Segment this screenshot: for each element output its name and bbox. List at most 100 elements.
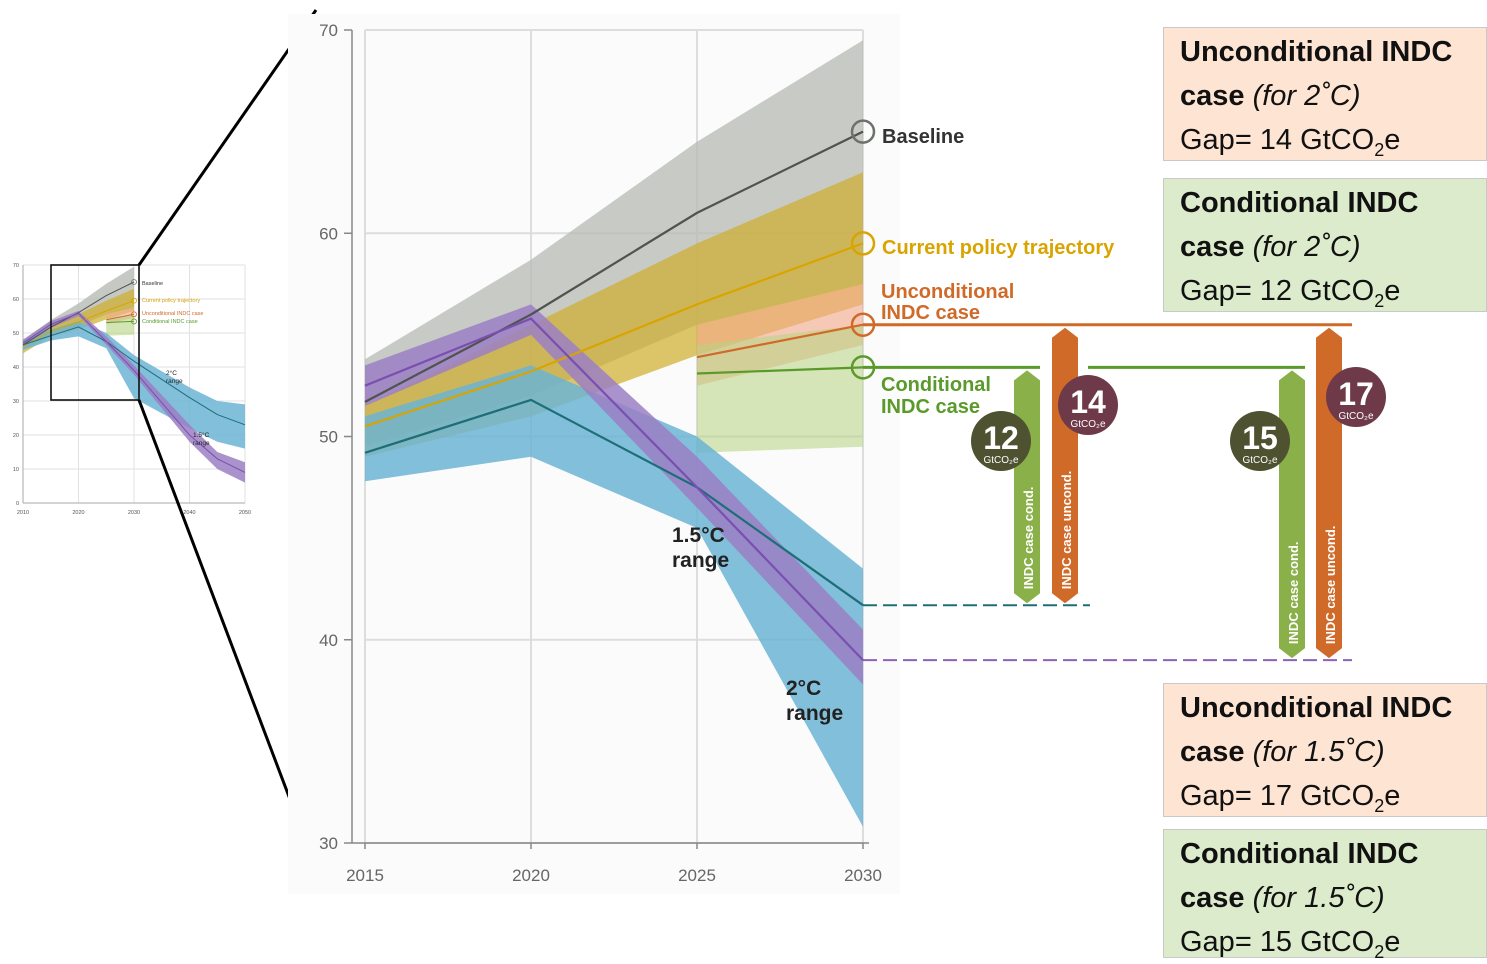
gap-reference-lines: [863, 323, 1352, 662]
gap-box-conditional-2c: Conditional INDC case (for 2˚C) Gap= 12 …: [1163, 178, 1487, 312]
gap-box-target: (for 2˚C): [1252, 80, 1361, 112]
x-tick-label-2015: 2015: [346, 866, 384, 885]
inset-line-unconditional: [106, 313, 135, 321]
gap-box-gap: Gap= 12 GtCO: [1180, 275, 1375, 307]
gap-box-title: Unconditional INDC: [1180, 36, 1453, 68]
gap-badge-15: [1230, 411, 1290, 471]
label-current-policy: Current policy trajectory: [882, 237, 1115, 259]
label-unconditional-line2: INDC case: [881, 302, 980, 324]
inset-y-label-0: 0: [16, 501, 19, 507]
gap-box-case: case: [1180, 80, 1245, 112]
label-conditional-line2: INDC case: [881, 396, 980, 418]
gap-box-target: (for 2˚C): [1252, 231, 1361, 263]
inset-line-current-policy: [22, 300, 135, 348]
inset-x-label-2020: 2020: [72, 510, 84, 516]
marker-unconditional-indc-case: [850, 312, 876, 337]
inset-y-label-10: 10: [13, 467, 19, 473]
inset-x-label-2030: 2030: [128, 510, 140, 516]
inset-x-label-2040: 2040: [183, 510, 195, 516]
gap-box-title: Conditional INDC: [1180, 187, 1419, 219]
gap-box-unconditional-15c: Unconditional INDC case (for 1.5˚C) Gap=…: [1163, 683, 1487, 817]
line-unconditional-indc-case: [696, 323, 864, 359]
gap-box-target: (for 1.5˚C): [1252, 736, 1385, 768]
zoom-connector-lines: [137, 9, 318, 869]
gap-box-gap: Gap= 17 GtCO: [1180, 780, 1375, 812]
inset-label-baseline: Baseline: [142, 281, 163, 287]
label-15c-range-line2: range: [672, 549, 729, 572]
line-1-5-c-range: [364, 317, 864, 661]
gap-box-sub: 2: [1374, 941, 1385, 962]
gap-bar-label-12: INDC case cond.: [1021, 487, 1036, 590]
inset-band-15c: [23, 310, 245, 483]
gap-bar-label-14: INDC case uncond.: [1059, 471, 1074, 589]
inset-label-2c-range-line1: 2°C: [166, 369, 177, 377]
inset-label-conditional: Conditional INDC case: [142, 319, 198, 325]
inset-y-label-50: 50: [13, 331, 19, 337]
x-tick-label-2025: 2025: [678, 866, 716, 885]
inset-label-unconditional: Unconditional INDC case: [142, 311, 203, 317]
inset-label-2c-range-line2: range: [166, 378, 183, 385]
inset-line-conditional: [106, 320, 135, 323]
line-2-c-range: [364, 398, 864, 607]
y-tick-label-60: 60: [319, 224, 338, 243]
gap-badge-14: [1058, 375, 1118, 435]
gap-badge-value-12: 12: [983, 420, 1019, 456]
label-2c-range-line1: 2°C: [786, 677, 821, 700]
inset-label-current-policy: Current policy trajectory: [142, 298, 200, 304]
gap-box-unconditional-2c: Unconditional INDC case (for 2˚C) Gap= 1…: [1163, 27, 1487, 161]
gap-box-case: case: [1180, 882, 1245, 914]
gap-box-conditional-15c: Conditional INDC case (for 1.5˚C) Gap= 1…: [1163, 829, 1487, 961]
inset-x-label-2010: 2010: [17, 510, 29, 516]
inset-band-2c: [23, 321, 245, 449]
gap-box-target: (for 1.5˚C): [1252, 882, 1385, 914]
series-end-markers: [850, 119, 876, 380]
gap-box-suffix: e: [1384, 780, 1401, 812]
zoom-line-bottom: [137, 399, 318, 869]
band-conditional-indc-case: [697, 324, 863, 453]
inset-band-conditional: [106, 314, 134, 336]
gap-box-case: case: [1180, 736, 1245, 768]
gap-badge-value-15: 15: [1242, 420, 1278, 456]
y-tick-label-70: 70: [319, 21, 338, 40]
gap-badge-unit-14: GtCO₂e: [1071, 419, 1106, 430]
inset-line-2c: [22, 326, 246, 426]
gap-badge-value-14: 14: [1070, 384, 1106, 420]
inset-marker-2: [131, 311, 137, 318]
gap-badge-12: [971, 411, 1031, 471]
inset-label-15c-range-line1: 1.5°C: [193, 431, 210, 439]
series-labels: Baseline Current policy trajectory Uncon…: [672, 126, 1115, 725]
inset-y-label-60: 60: [13, 297, 19, 303]
x-tick-label-2020: 2020: [512, 866, 550, 885]
inset-labels: Baseline Current policy trajectory Uncon…: [142, 281, 210, 447]
inset-y-label-40: 40: [13, 365, 19, 371]
inset-band-current-policy: [23, 288, 134, 354]
inset-line-15c: [22, 312, 246, 473]
inset-marker-1: [131, 297, 137, 304]
gap-bar-label-17: INDC case uncond.: [1323, 526, 1338, 644]
y-tick-label-30: 30: [319, 834, 338, 853]
label-unconditional-line1: Unconditional: [881, 281, 1014, 303]
line-conditional-indc-case: [696, 366, 864, 375]
line-baseline: [364, 130, 864, 403]
inset-line-baseline: [22, 281, 135, 346]
gap-box-suffix: e: [1384, 275, 1401, 307]
label-baseline: Baseline: [882, 126, 964, 148]
gap-bar-label-15: INDC case cond.: [1286, 541, 1301, 644]
inset-y-label-70: 70: [13, 263, 19, 269]
series-lines: [364, 130, 864, 661]
zoom-line-top: [137, 9, 318, 266]
line-current-policy-trajectory: [364, 242, 864, 428]
band-2-c-range: [365, 365, 863, 827]
gap-badge-unit-17: GtCO₂e: [1339, 411, 1374, 422]
marker-conditional-indc-case: [850, 355, 876, 380]
gap-box-title: Conditional INDC: [1180, 838, 1419, 870]
inset-y-label-20: 20: [13, 433, 19, 439]
gap-box-sub: 2: [1374, 795, 1385, 816]
gap-box-sub: 2: [1374, 290, 1385, 311]
y-tick-label-40: 40: [319, 631, 338, 650]
